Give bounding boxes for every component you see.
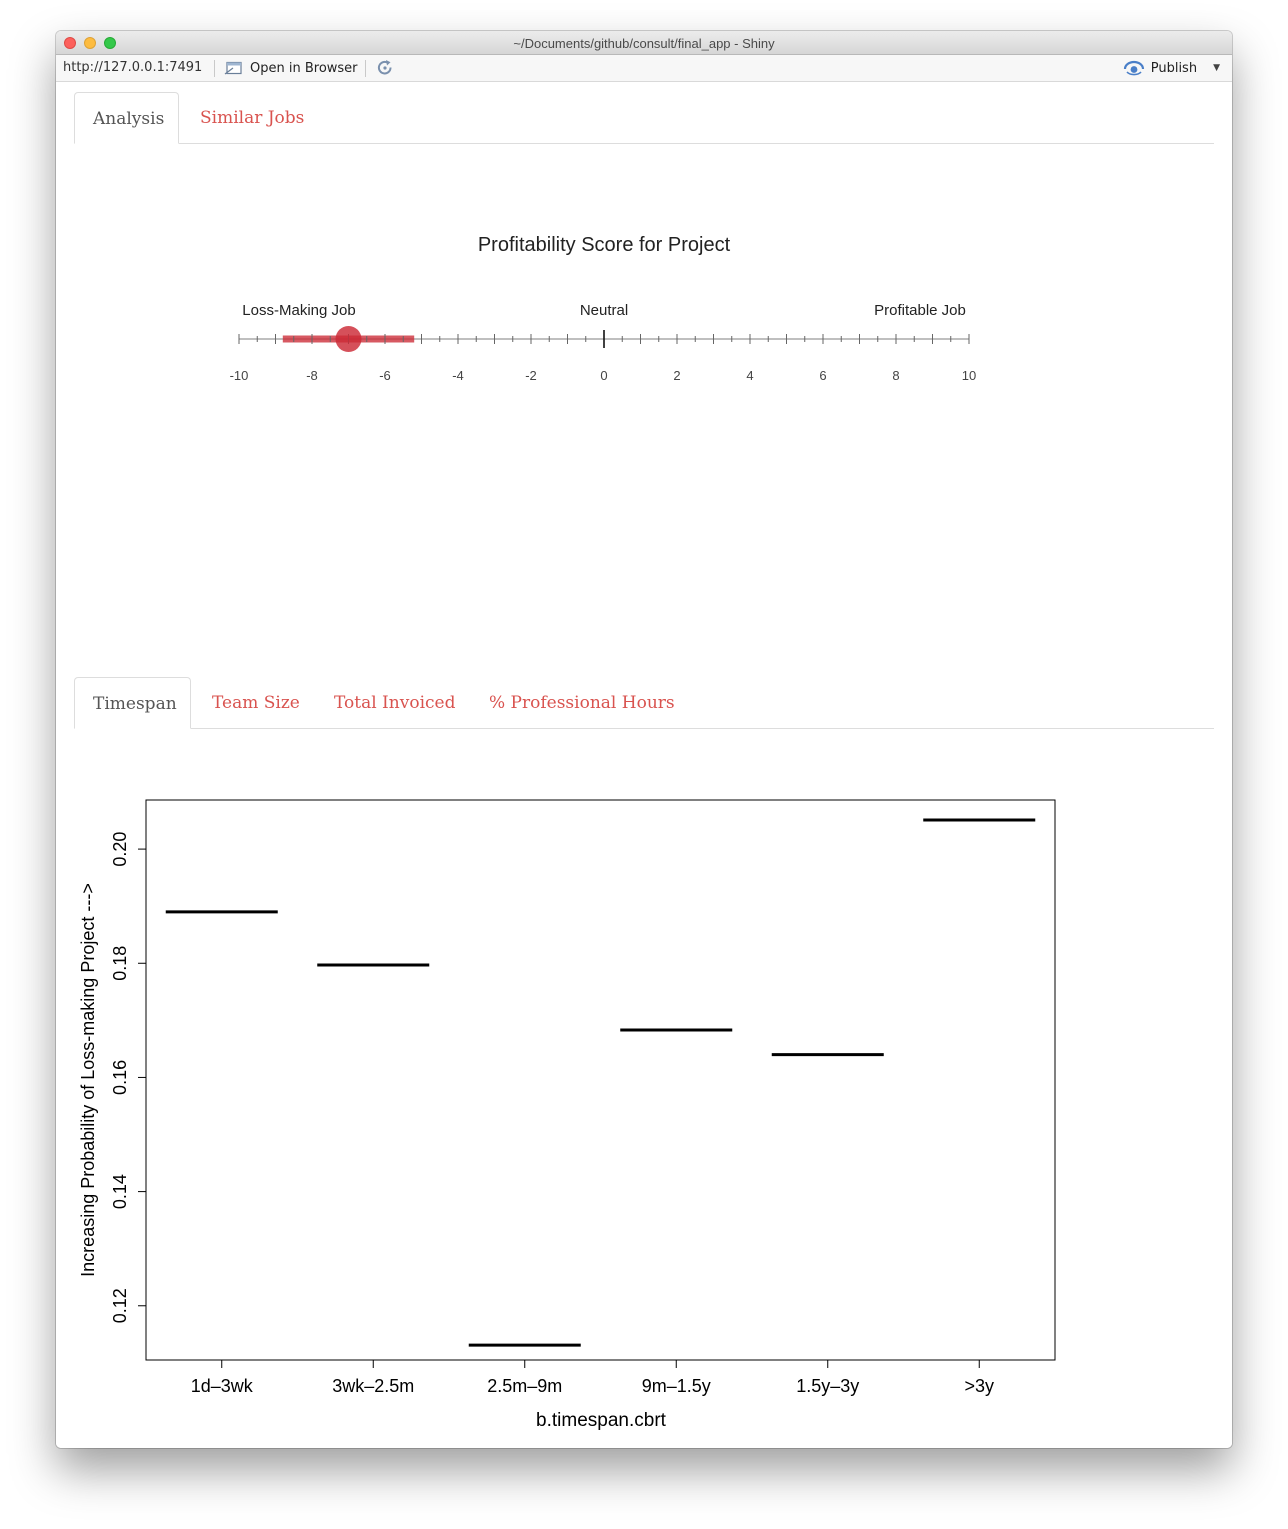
- y-tick-label: 0.18: [110, 946, 130, 981]
- gauge-right-label: Profitable Job: [874, 302, 966, 319]
- url-field[interactable]: http://127.0.0.1:7491: [63, 60, 203, 75]
- y-tick-label: 0.16: [110, 1060, 130, 1095]
- variable-tabs: Timespan Team Size Total Invoiced % Prof…: [74, 677, 1214, 729]
- plot-frame: [145, 799, 1056, 1361]
- x-tick-label: 2.5m–9m: [487, 1376, 562, 1396]
- x-tick-label: 9m–1.5y: [642, 1376, 711, 1396]
- gauge-tick-label: -4: [452, 368, 464, 383]
- tab-similar-jobs[interactable]: Similar Jobs: [200, 108, 305, 128]
- title-bar: ~/Documents/github/consult/final_app - S…: [56, 31, 1232, 55]
- publish-icon: [1123, 60, 1144, 76]
- x-tick-label: >3y: [964, 1376, 994, 1396]
- gauge-center-label: Neutral: [580, 302, 628, 319]
- gauge-tick-label: -8: [306, 368, 318, 383]
- viewer-toolbar: http://127.0.0.1:7491 Open in Browser: [56, 55, 1232, 82]
- timespan-effect-plot: 0.12 0.14 0.16 0.18 0.20 1d–3wk 3wk–2.5m 2.5m–…: [78, 799, 1056, 1431]
- gauge-tick-label: 10: [962, 368, 976, 383]
- x-axis-label: b.timespan.cbrt: [536, 1410, 667, 1431]
- publish-label: Publish: [1150, 60, 1198, 76]
- publish-button[interactable]: Publish ▼: [1123, 58, 1220, 78]
- gauge-tick-label: 8: [892, 368, 899, 383]
- dropdown-caret-icon[interactable]: ▼: [1213, 63, 1220, 73]
- gauge-ticks: [238, 330, 970, 348]
- gauge-tick-label: 0: [600, 368, 607, 383]
- y-tick-label: 0.14: [110, 1174, 130, 1209]
- analysis-tabs: Analysis Similar Jobs: [74, 92, 1214, 144]
- tab-professional-hours[interactable]: % Professional Hours: [489, 693, 675, 713]
- minimize-window-button[interactable]: [84, 37, 96, 49]
- x-axis: 1d–3wk 3wk–2.5m 2.5m–9m 9m–1.5y 1.5y–3y >3y: [191, 1360, 994, 1396]
- app-window: ~/Documents/github/consult/final_app - S…: [56, 31, 1232, 1448]
- plot-series: [165, 818, 1036, 1347]
- x-tick-label: 3wk–2.5m: [332, 1376, 414, 1396]
- gauge-tick-label: 4: [746, 368, 753, 383]
- tab-total-invoiced[interactable]: Total Invoiced: [334, 693, 456, 713]
- gauge-title: Profitability Score for Project: [478, 234, 731, 256]
- gauge-left-label: Loss-Making Job: [242, 302, 355, 319]
- browser-window-icon: [224, 61, 242, 75]
- gauge-tick-label: -6: [379, 368, 391, 383]
- refresh-button[interactable]: [375, 58, 395, 82]
- x-tick-label: 1.5y–3y: [796, 1376, 859, 1396]
- open-in-browser-button[interactable]: Open in Browser: [224, 58, 358, 78]
- y-axis-label: Increasing Probability of Loss-making Pr…: [78, 883, 98, 1277]
- gauge-score-marker: [335, 326, 362, 352]
- tab-analysis[interactable]: Analysis: [74, 92, 179, 144]
- gauge-tick-label: -10: [230, 368, 249, 383]
- gauge-tick-label: 6: [819, 368, 826, 383]
- profitability-gauge: Profitability Score for Project Loss-Mak…: [230, 234, 977, 383]
- y-tick-label: 0.20: [110, 832, 130, 867]
- y-axis: 0.12 0.14 0.16 0.18 0.20: [110, 832, 146, 1323]
- gauge-tick-label: 2: [673, 368, 680, 383]
- close-window-button[interactable]: [64, 37, 76, 49]
- gauge-tick-labels: -10 -8 -6 -4 -2 0 2 4 6 8 10: [230, 368, 977, 383]
- tab-timespan[interactable]: Timespan: [74, 677, 191, 729]
- shiny-app-content: Analysis Similar Jobs Profitability Scor…: [56, 82, 1232, 1448]
- x-tick-label: 1d–3wk: [191, 1376, 254, 1396]
- window-title: ~/Documents/github/consult/final_app - S…: [513, 36, 775, 51]
- open-in-browser-label: Open in Browser: [250, 60, 358, 76]
- y-tick-label: 0.12: [110, 1288, 130, 1323]
- toolbar-divider: [365, 60, 366, 77]
- gauge-tick-label: -2: [525, 368, 537, 383]
- tab-team-size[interactable]: Team Size: [212, 693, 300, 713]
- refresh-icon: [377, 60, 392, 75]
- toolbar-divider: [214, 60, 215, 77]
- maximize-window-button[interactable]: [104, 37, 116, 49]
